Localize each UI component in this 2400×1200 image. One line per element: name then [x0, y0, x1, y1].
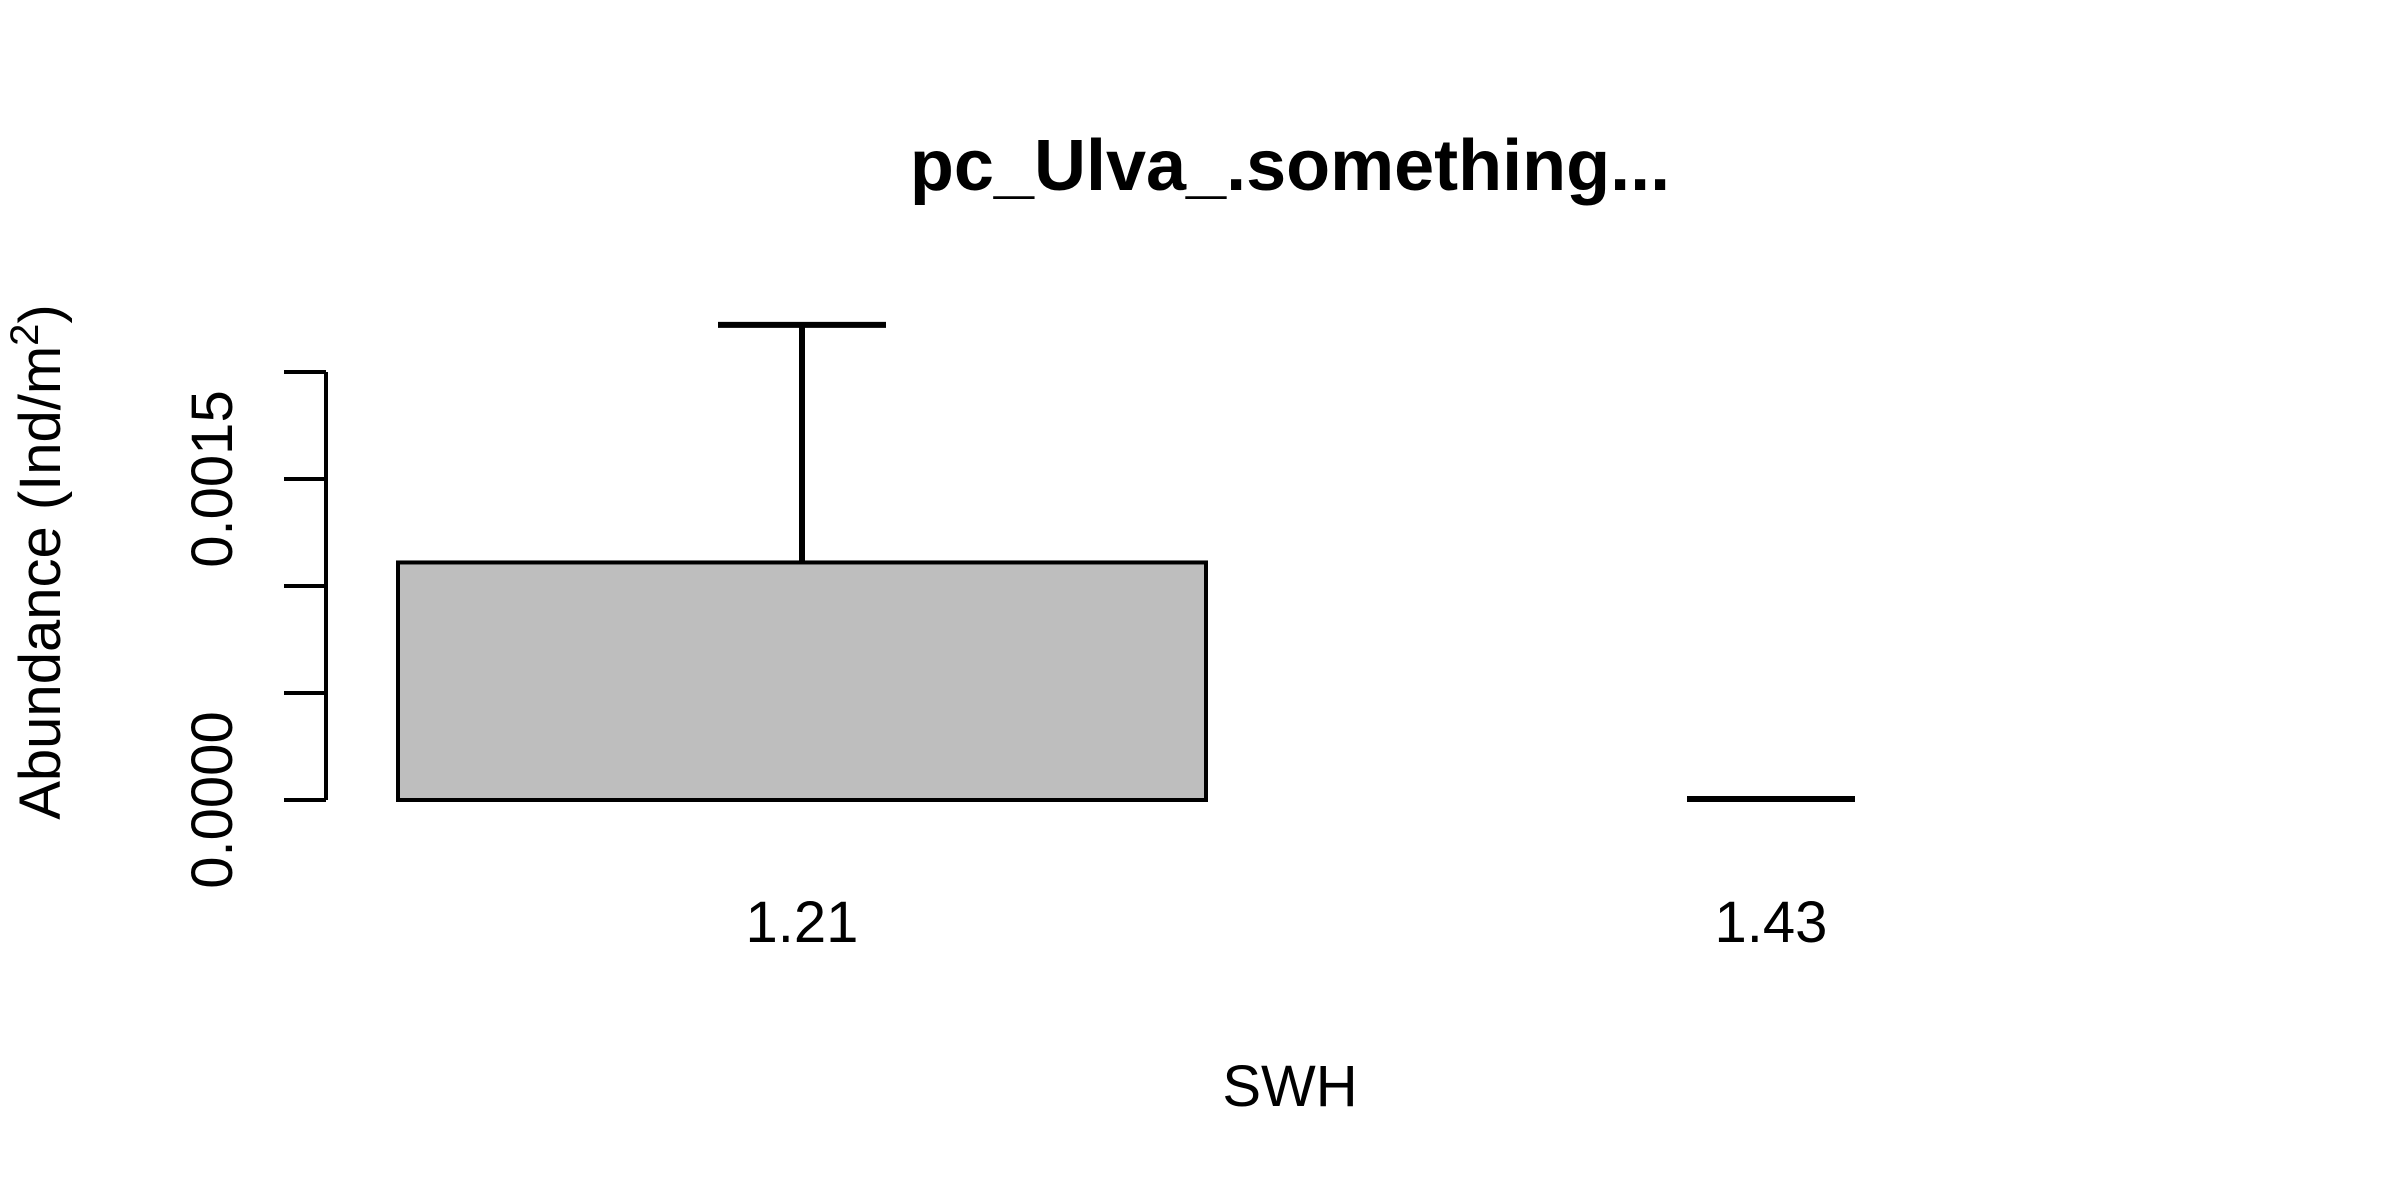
- plot-area: 0.0000 0.0015 1.21 1.43: [180, 321, 1855, 955]
- x-axis-label: SWH: [1222, 1054, 1357, 1119]
- y-axis-label-suffix: ): [8, 304, 73, 323]
- y-tick-label: 0.0015: [180, 390, 245, 567]
- x-tick-label: 1.43: [1715, 890, 1828, 955]
- y-axis-label-text: Abundance (Ind/m: [8, 346, 73, 820]
- x-tick-label: 1.21: [746, 890, 859, 955]
- chart-title: pc_Ulva_.something...: [910, 126, 1670, 206]
- y-axis-label-superscript: 2: [3, 324, 47, 346]
- y-tick-label: 0.0000: [180, 711, 245, 888]
- y-axis-label: Abundance (Ind/m2): [3, 304, 73, 820]
- bar: [396, 560, 1208, 803]
